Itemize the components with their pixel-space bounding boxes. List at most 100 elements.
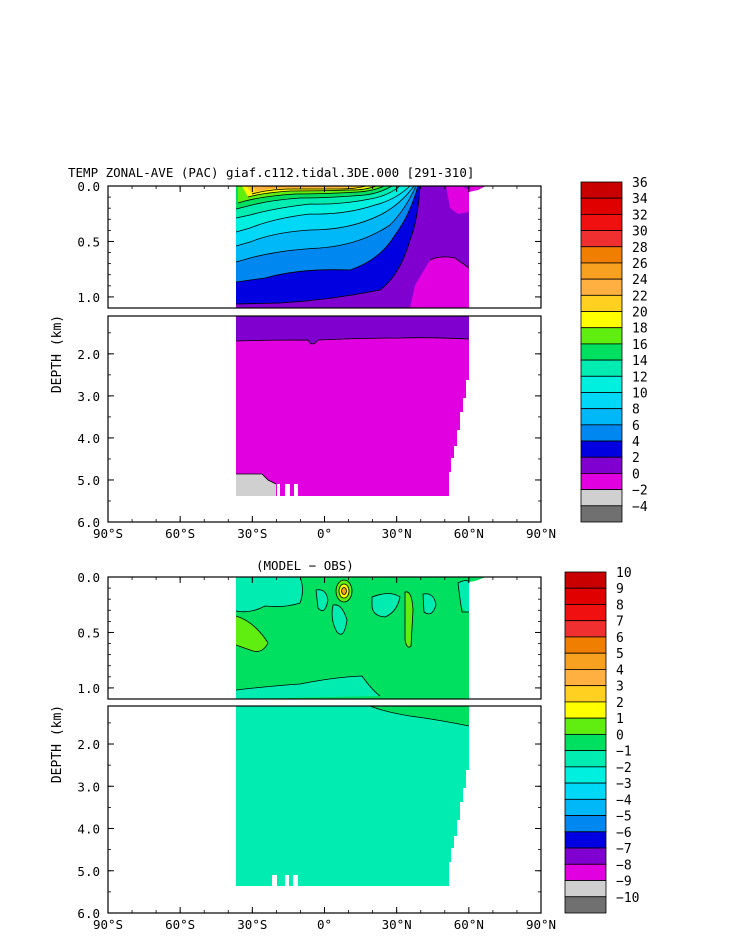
colorbar-label: 8: [616, 598, 624, 613]
colorbar-label: 6: [616, 631, 624, 646]
y-tick-label: 6.0: [77, 906, 100, 921]
y-tick-label: 1.0: [77, 290, 100, 305]
colorbar-label: −8: [616, 858, 632, 873]
diff-deep-cool-upper: [236, 676, 380, 699]
colorbar-swatch: [580, 213, 623, 231]
colorbar-swatch: [580, 359, 623, 377]
diff-patch-c: [423, 593, 436, 614]
y-tick-label: 2.0: [77, 737, 100, 752]
y-tick-label: 5.0: [77, 864, 100, 879]
x-tick-label: 90°S: [93, 917, 123, 932]
temp-deep-0-2-upper: [410, 256, 469, 308]
colorbar-label: 0: [616, 728, 624, 743]
panel-temp-title: TEMP ZONAL-AVE (PAC) giaf.c112.tidal.3DE…: [68, 165, 474, 180]
panel-temp: TEMP ZONAL-AVE (PAC) giaf.c112.tidal.3DE…: [50, 165, 648, 541]
x-tick-label: 60°N: [454, 917, 484, 932]
colorbar-swatch: [564, 863, 607, 881]
y-tick-label: 4.0: [77, 431, 100, 446]
temp-upper-fills: [236, 186, 486, 308]
colorbar-swatch: [580, 505, 623, 523]
colorbar-label: 4: [616, 663, 624, 678]
colorbar-swatch: [580, 408, 623, 426]
y-tick-label: 5.0: [77, 473, 100, 488]
colorbar-label: 30: [632, 225, 648, 240]
colorbar-label: 3: [616, 680, 624, 695]
colorbar-swatch: [580, 343, 623, 361]
temp-axes: 90°S 60°S 30°S 0° 30°N 60°N 90°N 0.0 0.5 1.0 2.0 3.…: [77, 179, 556, 541]
colorbar-label: −5: [616, 810, 632, 825]
x-tick-label: 60°N: [454, 526, 484, 541]
colorbar-swatch: [564, 880, 607, 898]
colorbar-swatch: [580, 424, 623, 442]
colorbar-label: 6: [632, 419, 640, 434]
colorbar-label: −2: [616, 761, 632, 776]
colorbar-swatch: [564, 701, 607, 719]
colorbar-swatch: [564, 831, 607, 849]
x-tick-label: 30°S: [237, 526, 267, 541]
colorbar-swatch: [580, 246, 623, 264]
colorbar-swatch: [580, 473, 623, 491]
colorbar-label: 24: [632, 273, 648, 288]
colorbar-swatch: [580, 456, 623, 474]
x-tick-label: 30°N: [382, 917, 412, 932]
colorbar-swatch: [564, 733, 607, 752]
colorbar-swatch: [580, 294, 623, 312]
colorbar-label: −1: [616, 745, 632, 760]
diff-shallow-cool-2: [316, 589, 328, 611]
y-tick-label: 1.0: [77, 681, 100, 696]
x-tick-label: 60°S: [165, 917, 195, 932]
diff-warm-left: [236, 616, 268, 652]
colorbar-swatch: [564, 717, 607, 735]
colorbar-label: −4: [616, 793, 632, 808]
diff-axes: 90°S 60°S 30°S 0° 30°N 60°N 90°N 0.0 0.5 1.0 2.0 3.…: [77, 570, 556, 932]
colorbar-label: 4: [632, 435, 640, 450]
temp-lower-0-2: [236, 316, 469, 496]
colorbar-label: −7: [616, 842, 632, 857]
colorbar-swatch: [580, 327, 623, 345]
diff-lower-warm: [236, 706, 469, 726]
x-tick-label: 60°S: [165, 526, 195, 541]
x-tick-label: 90°N: [526, 917, 556, 932]
colorbar-swatch: [564, 782, 607, 800]
colorbar-swatch: [564, 604, 607, 622]
colorbar-swatch: [564, 766, 607, 784]
colorbar-label: 9: [616, 582, 624, 597]
temp-lower-2-4: [236, 316, 469, 344]
colorbar-swatch: [580, 311, 623, 329]
colorbar-label: 16: [632, 338, 648, 353]
colorbar-swatch: [564, 669, 607, 687]
colorbar-swatch: [580, 375, 623, 393]
colorbar-swatch: [580, 197, 623, 215]
temp-high-lat-0-2: [446, 186, 469, 214]
temp-surface-pink: [469, 186, 486, 192]
colorbar-swatch: [564, 571, 607, 589]
colorbar-swatch: [564, 636, 607, 654]
diff-upper-fills: [236, 577, 486, 699]
colorbar-swatch: [564, 652, 607, 670]
colorbar-label: 36: [632, 176, 648, 191]
y-tick-label: 3.0: [77, 779, 100, 794]
colorbar-swatch: [564, 896, 607, 914]
colorbar-label: 20: [632, 306, 648, 321]
diff-upper-contours: [235, 576, 470, 697]
colorbar-swatch: [564, 620, 607, 638]
colorbar-label: 12: [632, 370, 648, 385]
diff-lower-fills: [236, 706, 469, 886]
colorbar-swatch: [580, 181, 623, 199]
x-tick-label: 0°: [317, 526, 332, 541]
colorbar-label: 26: [632, 257, 648, 272]
colorbar-swatch: [580, 489, 623, 507]
colorbar-label: 22: [632, 289, 648, 304]
colorbar-label: −10: [616, 891, 639, 906]
colorbar-label: 8: [632, 403, 640, 418]
colorbar-label: −9: [616, 875, 632, 890]
temp-lower-seafloor-notches: [277, 484, 298, 496]
colorbar-label: 1: [616, 712, 624, 727]
y-tick-label: 6.0: [77, 515, 100, 530]
y-tick-label: 0.0: [77, 179, 100, 194]
colorbar-label: 10: [616, 566, 632, 581]
y-tick-label: 0.5: [77, 625, 100, 640]
y-tick-label: 4.0: [77, 822, 100, 837]
diff-patch-a: [332, 604, 347, 635]
